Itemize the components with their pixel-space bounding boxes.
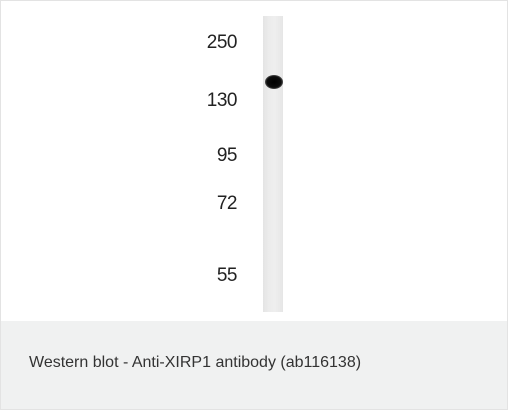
- blot-image: 250 130 95 72 55: [1, 1, 507, 321]
- marker-130: 130: [206, 90, 238, 111]
- marker-95: 95: [216, 145, 238, 166]
- blot-lane: [263, 16, 283, 312]
- protein-band: [265, 75, 283, 89]
- marker-72: 72: [216, 193, 238, 214]
- caption-panel: Western blot - Anti-XIRP1 antibody (ab11…: [1, 321, 507, 409]
- marker-250: 250: [206, 32, 238, 53]
- marker-55: 55: [216, 265, 238, 286]
- figure-caption: Western blot - Anti-XIRP1 antibody (ab11…: [29, 354, 362, 371]
